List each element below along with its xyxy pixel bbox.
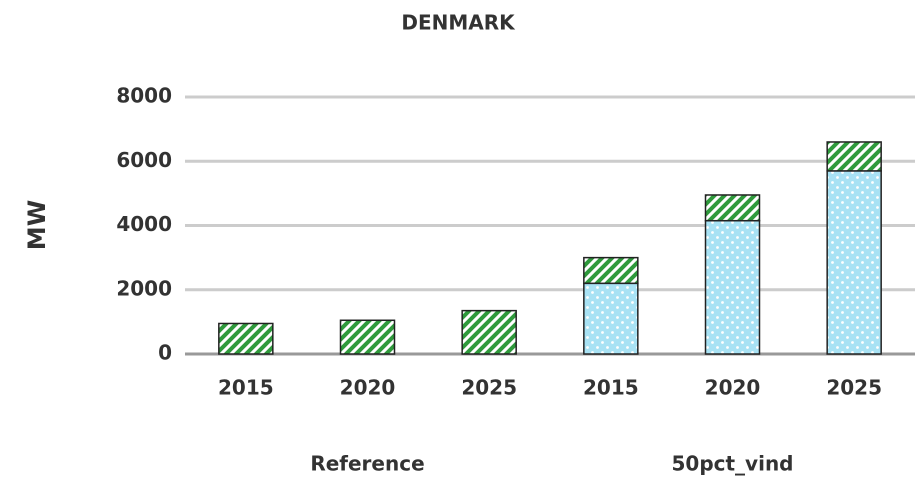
bar-segment: [218, 322, 274, 355]
y-tick-label: 8000: [116, 84, 172, 108]
bar-segment: [704, 194, 761, 222]
x-tick-label: 2020: [705, 376, 761, 400]
group-label: 50pct_vind: [671, 452, 793, 476]
bar-segment: [826, 141, 882, 172]
y-tick-label: 2000: [116, 276, 172, 300]
bar-segment: [583, 282, 639, 355]
bar-segment: [704, 219, 761, 355]
y-tick-label: 0: [158, 341, 172, 365]
bar-segment: [826, 170, 882, 355]
y-axis-label: MW: [23, 200, 51, 250]
bar-segment: [339, 319, 396, 355]
y-tick-label: 6000: [116, 148, 172, 172]
x-tick-label: 2025: [461, 376, 517, 400]
chart-title: DENMARK: [401, 11, 516, 35]
x-tick-label: 2015: [583, 376, 639, 400]
x-tick-label: 2015: [218, 376, 274, 400]
x-tick-label: 2025: [826, 376, 882, 400]
group-label: Reference: [310, 452, 424, 476]
bar-segment: [583, 256, 639, 285]
x-tick-label: 2020: [340, 376, 396, 400]
y-tick-label: 4000: [116, 212, 172, 236]
bar-segment: [461, 309, 517, 355]
